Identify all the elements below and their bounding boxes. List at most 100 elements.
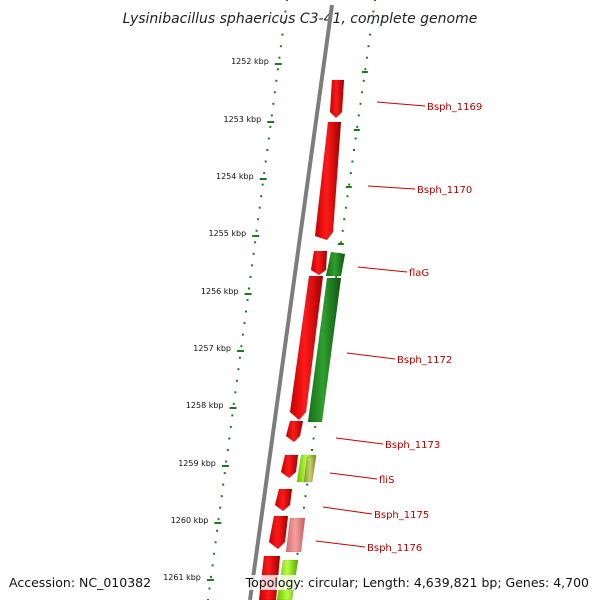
tick-label: 1256 kbp — [201, 287, 239, 296]
gene-bsph-1173 — [285, 420, 304, 443]
ring-dot — [238, 356, 241, 359]
ring-dot — [365, 56, 368, 59]
tick-label: 1252 kbp — [231, 57, 269, 66]
ring-dot — [208, 587, 211, 590]
leader-line — [367, 185, 416, 190]
leader-line — [346, 352, 396, 360]
ring-dot — [251, 264, 254, 267]
ring-dot — [270, 114, 273, 117]
ring-dot — [228, 437, 231, 440]
ring-dot — [281, 33, 284, 36]
ring-dot — [361, 91, 364, 94]
ring-dot — [367, 45, 370, 48]
leader-line — [376, 101, 426, 107]
ring-dot — [223, 472, 226, 475]
ring-dot — [213, 552, 216, 555]
ring-dot — [214, 541, 217, 544]
ring-dot — [243, 322, 246, 325]
accession-text: Accession: NC_010382 — [9, 575, 152, 590]
gene-labels: Bsph_1169 Bsph_1170 flaG Bsph_1172 Bsph_1173… — [367, 102, 482, 554]
ring-dot — [356, 125, 359, 128]
ring-dot — [306, 483, 309, 486]
ring-dot — [362, 79, 365, 82]
leader-line — [315, 540, 366, 548]
tick-label: 1259 kbp — [178, 459, 216, 468]
ring-dot — [266, 149, 269, 151]
ring-dot — [231, 414, 234, 417]
ring-dot — [357, 114, 360, 117]
outer-dotted-ring — [207, 0, 288, 600]
leader-line — [329, 472, 378, 480]
ring-dot — [374, 0, 376, 1]
ring-dot — [276, 68, 279, 71]
ring-dot — [349, 172, 352, 175]
ring-dot — [267, 137, 270, 140]
ring-dot — [348, 183, 351, 186]
ring-dot — [254, 241, 257, 244]
ring-dot — [210, 575, 212, 578]
tick-label: 1253 kbp — [223, 115, 261, 124]
topology-info-text: Topology: circular; Length: 4,639,821 bp… — [242, 575, 589, 590]
ring-dot — [229, 425, 232, 428]
ring-dot — [351, 160, 354, 163]
gene-label: Bsph_1175 — [374, 510, 429, 521]
ring-dot — [340, 241, 343, 244]
gene-bsph-1175 — [274, 488, 293, 512]
ring-dot — [335, 275, 338, 278]
ring-dot — [341, 229, 344, 232]
ring-dot — [260, 195, 263, 198]
gene-bsph-1176 — [285, 517, 306, 553]
leader-line — [335, 437, 384, 445]
label-leader-lines — [315, 101, 426, 548]
ring-dot — [240, 345, 243, 348]
gene-label: Bsph_1173 — [385, 440, 440, 451]
ring-dot — [311, 449, 313, 451]
gene-features — [258, 79, 346, 600]
ring-dot — [302, 506, 305, 509]
tick-label: 1257 kbp — [193, 344, 231, 353]
ring-dot — [343, 218, 346, 221]
gene-flag-green — [325, 251, 346, 277]
ring-dot — [235, 379, 238, 382]
ring-dot — [283, 22, 285, 25]
ring-dot — [372, 10, 375, 13]
ring-dot — [258, 206, 261, 209]
ring-dot — [241, 333, 244, 336]
ring-dot — [304, 495, 307, 498]
ring-dot — [354, 137, 357, 140]
ring-dot — [278, 56, 281, 59]
ring-dot — [249, 275, 252, 278]
ring-dot — [353, 149, 355, 151]
gene-fwd-455 — [280, 454, 299, 479]
leader-line — [357, 266, 408, 273]
ring-dot — [225, 460, 228, 463]
ring-dot — [222, 483, 225, 486]
ring-dot — [346, 195, 349, 198]
gene-bsph-1172-fwd — [289, 275, 324, 421]
ring-dot — [263, 172, 266, 175]
ring-dot — [284, 10, 287, 13]
ring-dot — [370, 22, 373, 25]
tick-label: 1255 kbp — [208, 229, 246, 238]
ring-dot — [220, 495, 223, 498]
gene-fwd-516 — [268, 515, 289, 550]
ring-dot — [232, 402, 235, 405]
ring-dot — [369, 33, 372, 36]
ring-dot — [234, 391, 237, 394]
ring-dot — [246, 299, 249, 301]
ring-dot — [257, 218, 260, 221]
ring-dot — [359, 102, 362, 105]
ring-dot — [314, 425, 317, 428]
ring-dot — [248, 287, 250, 290]
ring-dot — [269, 125, 272, 128]
ring-dot — [216, 529, 219, 532]
tick-label: 1261 kbp — [163, 573, 201, 582]
gene-bsph-1170 — [314, 121, 342, 241]
gene-flis — [303, 456, 317, 483]
ring-dot — [364, 68, 367, 71]
ring-dot — [219, 506, 222, 509]
gene-bsph-1172 — [307, 277, 342, 423]
ring-dot — [261, 183, 264, 186]
ring-dot — [252, 252, 255, 255]
